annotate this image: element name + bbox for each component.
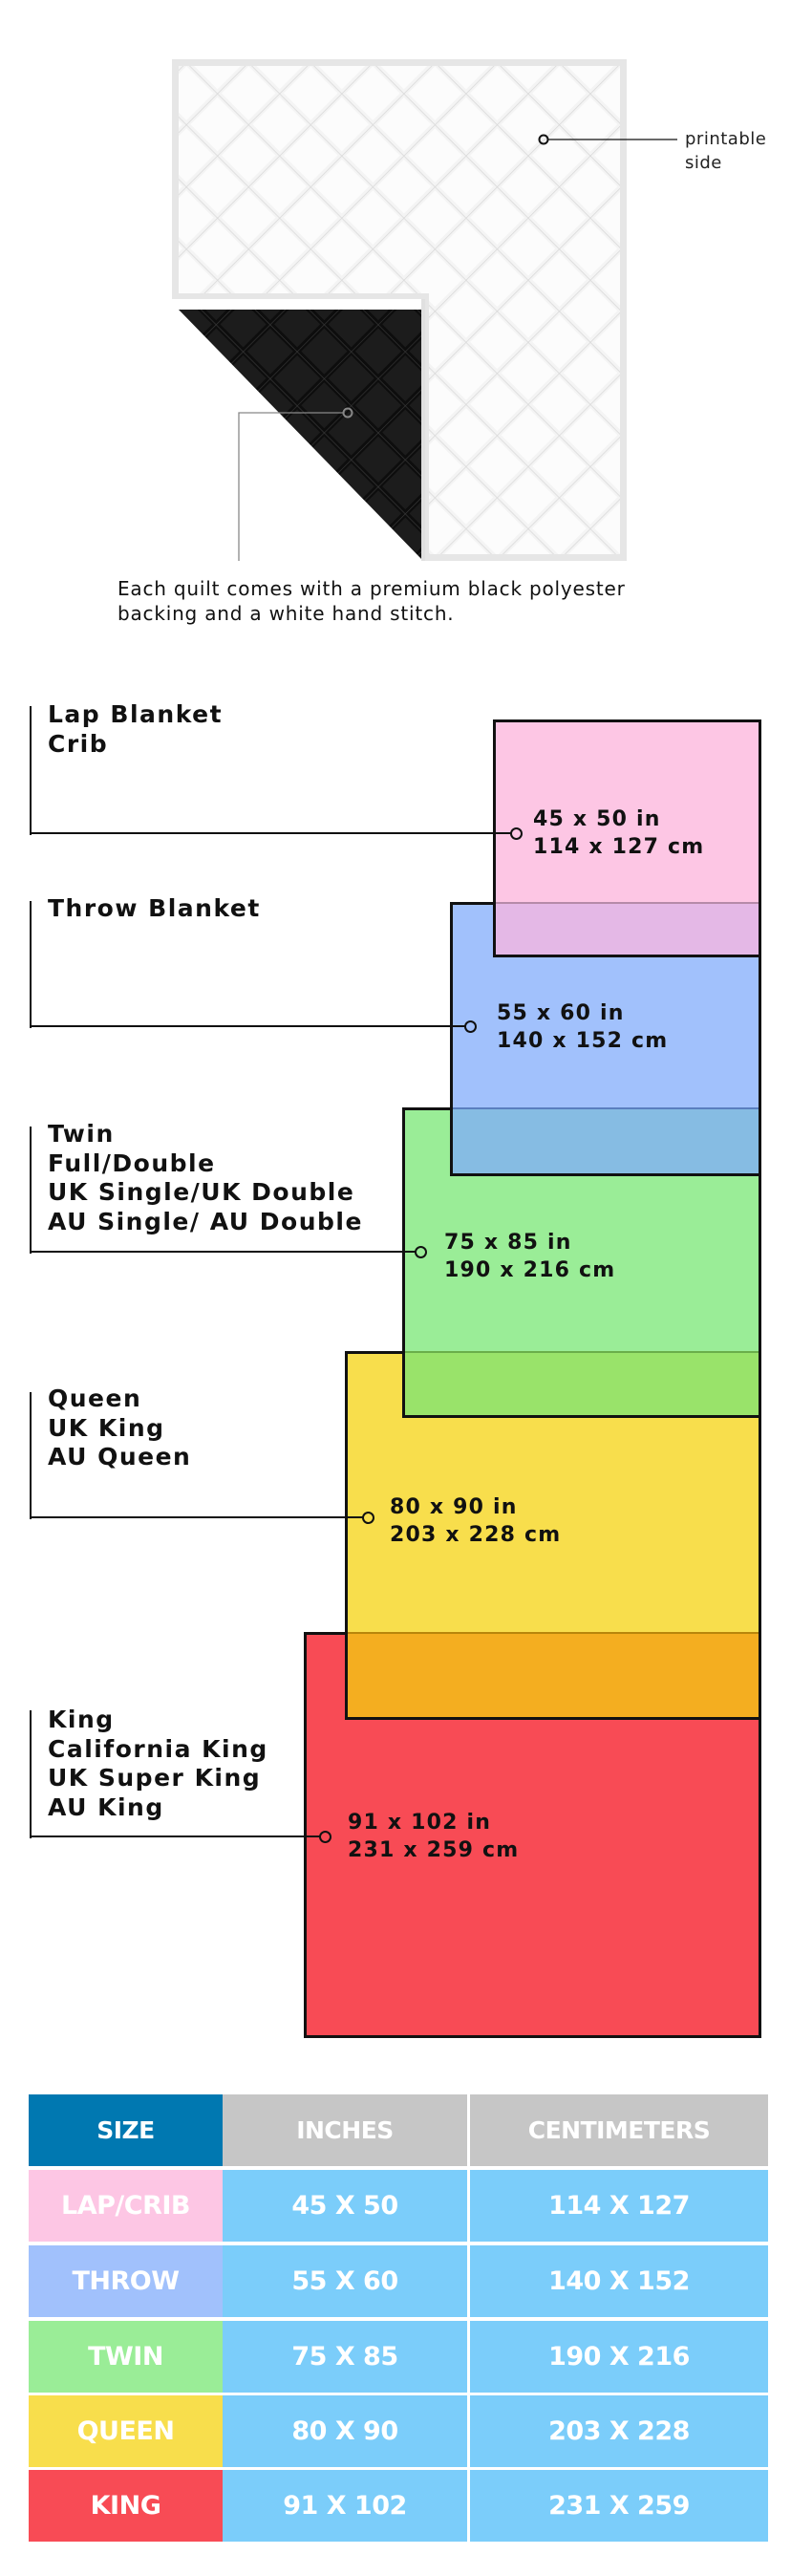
size-dims-throw: 55 x 60 in 140 x 152 cm [497, 999, 668, 1055]
cell-centimeters: 140 X 152 [470, 2245, 768, 2317]
overlap-queen-king [348, 1632, 759, 1717]
cell-inches: 55 X 60 [223, 2245, 467, 2317]
dims-inches: 75 x 85 in [444, 1231, 572, 1255]
dims-inches: 45 x 50 in [533, 807, 661, 831]
printable-side-label: printable side [685, 127, 766, 175]
cell-centimeters: 114 X 127 [470, 2170, 768, 2242]
queen-marker [362, 1512, 374, 1524]
size-dims-queen: 80 x 90 in 203 x 228 cm [390, 1493, 561, 1549]
king-marker [319, 1831, 331, 1843]
size-name: UK King [48, 1413, 165, 1442]
quilt-caption: Each quilt comes with a premium black po… [118, 576, 626, 626]
cell-inches: 45 X 50 [223, 2170, 467, 2242]
size-name: Full/Double [48, 1148, 216, 1177]
dims-cm: 190 x 216 cm [444, 1258, 616, 1282]
cell-centimeters: 203 X 228 [470, 2395, 768, 2467]
dims-cm: 114 x 127 cm [533, 835, 705, 859]
quilt-front [172, 59, 627, 561]
overlap-twin-queen [405, 1351, 759, 1415]
quilt-illustration [172, 59, 677, 561]
overlap-lap-throw [496, 902, 759, 955]
cell-inches: 91 X 102 [223, 2470, 467, 2542]
caption-line: Each quilt comes with a premium black po… [118, 577, 626, 600]
header-inches: INCHES [223, 2094, 467, 2166]
dims-inches: 55 x 60 in [497, 1001, 625, 1025]
size-name: UK Super King [48, 1764, 262, 1792]
cell-centimeters: 231 X 259 [470, 2470, 768, 2542]
header-size: SIZE [29, 2094, 223, 2166]
lap-marker [510, 827, 523, 840]
printable-label-line: printable [685, 129, 767, 149]
size-dims-lap: 45 x 50 in 114 x 127 cm [533, 805, 704, 861]
cell-size: LAP/CRIB [29, 2170, 223, 2242]
cell-centimeters: 190 X 216 [470, 2321, 768, 2393]
cell-inches: 80 X 90 [223, 2395, 467, 2467]
size-name: Queen [48, 1385, 142, 1412]
size-name: Crib [48, 729, 109, 758]
size-name: California King [48, 1734, 268, 1763]
overlap-throw-twin [453, 1107, 759, 1173]
cell-size: KING [29, 2470, 223, 2542]
backing-marker [342, 407, 353, 419]
twin-marker [415, 1246, 427, 1258]
size-name: UK Single/UK Double [48, 1178, 355, 1206]
size-name: AU King [48, 1792, 164, 1821]
cell-size: THROW [29, 2245, 223, 2317]
size-label-twin: Twin Full/Double UK Single/UK Double AU … [48, 1120, 363, 1236]
size-name: Lap Blanket [48, 700, 224, 728]
size-label-throw: Throw Blanket [48, 894, 261, 924]
size-name: Throw Blanket [48, 894, 261, 922]
dims-inches: 91 x 102 in [348, 1811, 492, 1835]
cell-size: QUEEN [29, 2395, 223, 2467]
header-centimeters: CENTIMETERS [470, 2094, 768, 2166]
size-name: AU Single/ AU Double [48, 1207, 363, 1235]
size-label-queen: Queen UK King AU Queen [48, 1385, 191, 1472]
size-name: Twin [48, 1120, 115, 1148]
cell-inches: 75 X 85 [223, 2321, 467, 2393]
printable-label-line: side [685, 153, 722, 173]
size-name: King [48, 1706, 115, 1733]
caption-line: backing and a white hand stitch. [118, 602, 455, 625]
dims-cm: 203 x 228 cm [390, 1523, 562, 1547]
dims-inches: 80 x 90 in [390, 1495, 518, 1519]
size-label-lap: Lap Blanket Crib [48, 700, 223, 759]
cell-size: TWIN [29, 2321, 223, 2393]
printable-side-marker [538, 134, 549, 145]
size-dims-twin: 75 x 85 in 190 x 216 cm [444, 1229, 615, 1284]
size-dims-king: 91 x 102 in 231 x 259 cm [348, 1809, 519, 1864]
throw-marker [464, 1020, 477, 1033]
dims-cm: 140 x 152 cm [497, 1029, 669, 1053]
dims-cm: 231 x 259 cm [348, 1838, 520, 1862]
size-label-king: King California King UK Super King AU Ki… [48, 1706, 268, 1822]
size-name: AU Queen [48, 1443, 192, 1470]
quilt-backing [179, 310, 423, 561]
